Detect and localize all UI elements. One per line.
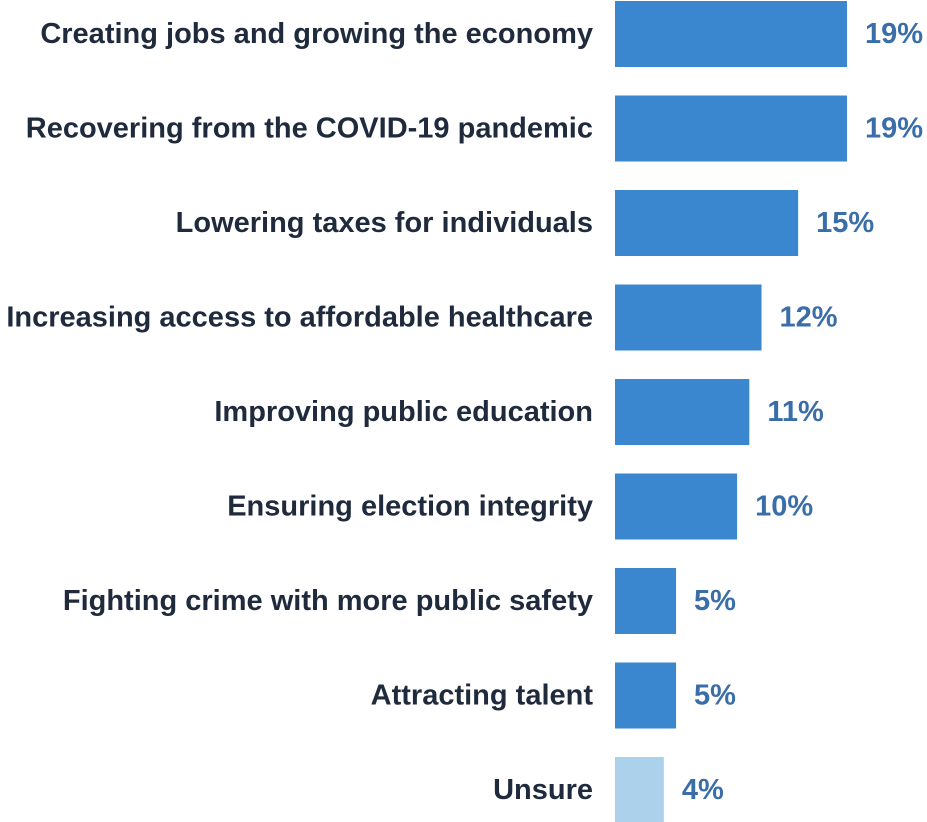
bar-recovering-from-the-covid-19-pandemic — [615, 95, 847, 162]
category-label-recovering-from-the-covid-19-pandemic: Recovering from the COVID-19 pandemic — [26, 113, 593, 145]
category-label-fighting-crime-with-more-public-safety: Fighting crime with more public safety — [63, 585, 593, 617]
category-label-improving-public-education: Improving public education — [214, 396, 593, 428]
category-label-attracting-talent: Attracting talent — [371, 680, 594, 712]
value-label-lowering-taxes-for-individuals: 15% — [816, 207, 874, 239]
value-labels-group: 19% 19% 15% 12% 11% 10% 5% 5% 4% — [682, 18, 923, 806]
bar-improving-public-education — [615, 379, 750, 445]
bar-unsure — [615, 757, 664, 822]
bar-attracting-talent — [615, 662, 677, 729]
value-label-attracting-talent: 5% — [694, 680, 736, 712]
value-label-ensuring-election-integrity: 10% — [755, 491, 813, 523]
bar-ensuring-election-integrity — [615, 473, 738, 540]
category-label-ensuring-election-integrity: Ensuring election integrity — [227, 491, 593, 523]
category-label-creating-jobs-and-growing-the-economy: Creating jobs and growing the economy — [40, 18, 593, 50]
value-label-improving-public-education: 11% — [767, 396, 824, 428]
value-label-unsure: 4% — [682, 774, 724, 806]
value-label-creating-jobs-and-growing-the-economy: 19% — [865, 18, 923, 50]
value-label-recovering-from-the-covid-19-pandemic: 19% — [865, 113, 923, 145]
category-labels-group: Creating jobs and growing the economy Rec… — [6, 18, 593, 806]
category-label-lowering-taxes-for-individuals: Lowering taxes for individuals — [176, 207, 593, 239]
bars-group — [615, 1, 847, 822]
bar-creating-jobs-and-growing-the-economy — [615, 1, 847, 67]
bar-fighting-crime-with-more-public-safety — [615, 568, 677, 634]
value-label-increasing-access-to-affordable-healthcare: 12% — [780, 302, 838, 334]
bar-increasing-access-to-affordable-healthcare — [615, 284, 762, 351]
category-label-unsure: Unsure — [493, 774, 593, 806]
category-label-increasing-access-to-affordable-healthcare: Increasing access to affordable healthca… — [6, 302, 593, 334]
value-label-fighting-crime-with-more-public-safety: 5% — [694, 585, 736, 617]
bar-lowering-taxes-for-individuals — [615, 190, 799, 256]
